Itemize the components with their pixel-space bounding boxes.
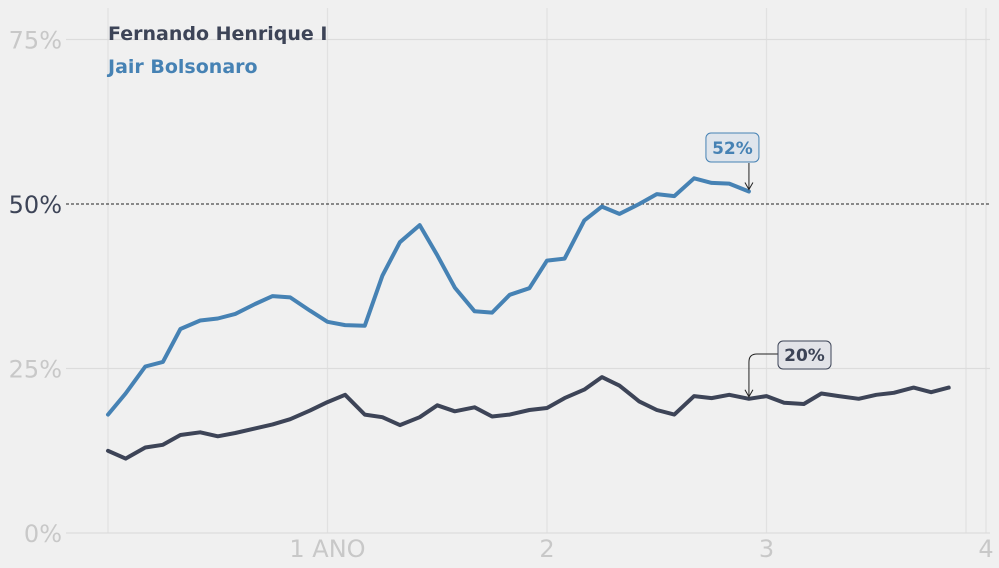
y-tick-label-3: 75% xyxy=(9,27,62,55)
x-tick-label-0: 1 ANO xyxy=(289,535,365,563)
legend-entry-series-0: Fernando Henrique I xyxy=(108,23,328,45)
y-tick-label-0: 0% xyxy=(24,520,62,548)
annotation-arrow-series-0 xyxy=(748,353,780,396)
y-tick-label-2: 50% xyxy=(9,191,62,219)
x-tick-label-3: 4 xyxy=(978,535,993,563)
annotation-arrowhead-series-1 xyxy=(744,182,754,191)
annotation-label-series-1: 52% xyxy=(712,139,753,159)
series-line-0 xyxy=(106,375,951,461)
x-tick-label-1: 2 xyxy=(539,535,554,563)
annotation-arrowhead-series-0 xyxy=(744,389,754,398)
series-line-1 xyxy=(106,176,751,417)
annotation-box-series-0 xyxy=(777,340,832,370)
legend-entry-series-1: Jair Bolsonaro xyxy=(106,56,258,78)
y-tick-label-1: 25% xyxy=(9,356,62,384)
annotation-label-series-0: 20% xyxy=(784,346,825,366)
x-tick-label-2: 3 xyxy=(759,535,774,563)
annotation-box-series-1 xyxy=(705,132,760,163)
